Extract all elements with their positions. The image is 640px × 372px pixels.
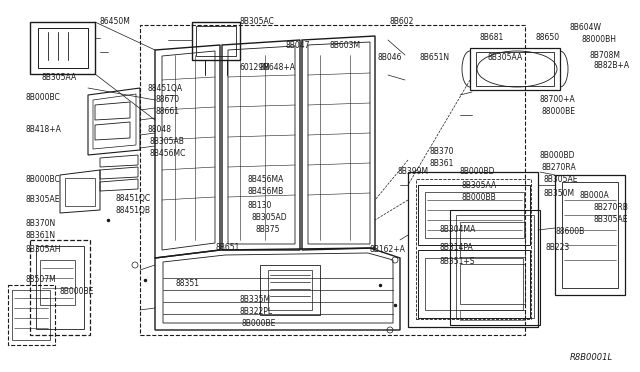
Bar [40,260,75,305]
Text: 8B000BE: 8B000BE [60,288,94,296]
Text: 8B602: 8B602 [390,17,414,26]
Text: 88451QC: 88451QC [115,193,150,202]
Text: 8B305AE: 8B305AE [543,176,577,185]
Bar [555,175,625,295]
Text: 8B305AE: 8B305AE [594,215,628,224]
Text: 8B270RA: 8B270RA [542,164,577,173]
Bar [65,178,95,206]
Text: 8B223: 8B223 [545,244,569,253]
Text: 86450M: 86450M [100,17,131,26]
Text: 88661: 88661 [155,108,179,116]
Bar [562,182,618,288]
Bar [268,270,312,310]
Text: 88507M: 88507M [25,276,56,285]
Bar [38,28,88,68]
Text: 8B651N: 8B651N [420,54,450,62]
Text: 8B047: 8B047 [286,41,310,49]
Text: 8B351+S: 8B351+S [440,257,476,266]
Text: 8B304MA: 8B304MA [440,225,476,234]
Text: 88700+A: 88700+A [540,96,576,105]
Text: 8B130: 8B130 [248,201,273,209]
Text: 8B000BD: 8B000BD [460,167,495,176]
Text: 8B708M: 8B708M [590,51,621,60]
Text: 8B82B+A: 8B82B+A [594,61,630,71]
Text: 8B361: 8B361 [430,158,454,167]
Bar [260,265,320,315]
Text: 60129M: 60129M [240,64,271,73]
Text: 8B361N: 8B361N [25,231,55,241]
Text: 8B604W: 8B604W [570,23,602,32]
Text: 8B000A: 8B000A [580,190,610,199]
Text: 88000BH: 88000BH [582,35,617,45]
Text: 8B370: 8B370 [430,148,454,157]
Text: 8B000BE: 8B000BE [242,320,276,328]
Text: R8B0001L: R8B0001L [570,353,613,362]
Text: 8B648+A: 8B648+A [260,64,296,73]
Text: 8B000BC: 8B000BC [25,93,60,103]
Text: 8B162+A: 8B162+A [370,246,406,254]
Text: 8B370N: 8B370N [25,219,55,228]
Text: 8B000BB: 8B000BB [462,192,497,202]
Bar [408,172,538,327]
Text: 8B305AC: 8B305AC [240,17,275,26]
Bar [425,258,523,310]
Text: 88670: 88670 [155,96,179,105]
Text: 8B314PA: 8B314PA [440,244,474,253]
Text: 8B305AD: 8B305AD [252,214,287,222]
Text: 88451QA: 88451QA [148,83,183,93]
Text: 88000BE: 88000BE [542,108,576,116]
Bar [460,310,525,320]
Text: 8B000BC: 8B000BC [25,176,60,185]
Text: 8B399M: 8B399M [397,167,428,176]
Text: 8B350M: 8B350M [544,189,575,198]
Bar [460,264,525,304]
Text: 8B270RB: 8B270RB [594,203,629,212]
Bar [460,222,525,257]
Text: 8B305AB: 8B305AB [150,138,185,147]
Text: 8B305AA: 8B305AA [42,74,77,83]
Text: 8B305AH: 8B305AH [25,246,61,254]
Text: 8B456MB: 8B456MB [248,187,284,196]
Text: 8B418+A: 8B418+A [25,125,61,135]
Text: 88048: 88048 [148,125,172,135]
Text: 88451QB: 88451QB [115,205,150,215]
Text: 8B456MA: 8B456MA [248,176,284,185]
Text: 8B651: 8B651 [215,244,239,253]
Text: 8B305AA: 8B305AA [462,180,497,189]
Text: 8B305AE: 8B305AE [25,196,60,205]
Text: 88351: 88351 [175,279,199,289]
Text: 8B375: 8B375 [255,225,280,234]
Text: 8B305AA: 8B305AA [488,54,524,62]
Text: 8B000BD: 8B000BD [540,151,575,160]
Text: 88600B: 88600B [555,228,584,237]
Text: 8B046: 8B046 [378,54,403,62]
Text: 8B322PL: 8B322PL [240,308,273,317]
Text: 8B603M: 8B603M [330,41,361,49]
Text: 8B681: 8B681 [480,33,504,42]
Bar [140,25,525,335]
Text: 8B456MC: 8B456MC [150,148,186,157]
Text: 8B335M: 8B335M [240,295,271,305]
Text: 88650: 88650 [535,33,559,42]
Bar [30,22,95,74]
Bar [416,179,531,319]
